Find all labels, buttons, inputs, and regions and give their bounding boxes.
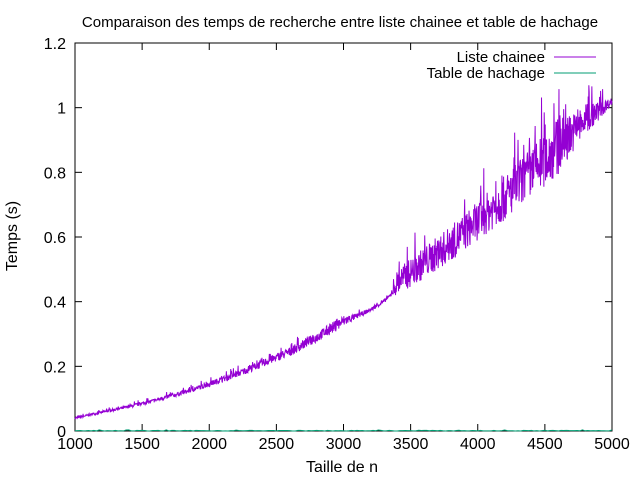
plot-border bbox=[74, 42, 613, 432]
x-tick-label: 4000 bbox=[460, 436, 496, 453]
y-tick-label: 0.2 bbox=[44, 359, 66, 376]
x-tick-label: 1000 bbox=[57, 436, 93, 453]
legend-label: Table de hachage bbox=[427, 65, 545, 82]
y-axis-title: Temps (s) bbox=[4, 201, 21, 271]
x-tick-label: 2500 bbox=[259, 436, 295, 453]
y-tick-label: 0.6 bbox=[44, 230, 66, 247]
x-axis: 1000 1500 2000 2500 3000 3500 4000 4500 5000 bbox=[57, 43, 630, 453]
y-tick-label: 1 bbox=[57, 101, 66, 118]
y-axis: 0 0.2 0.4 0.6 0.8 1 1.2 bbox=[44, 36, 612, 441]
x-tick-label: 3500 bbox=[393, 436, 429, 453]
series-layer bbox=[74, 85, 613, 432]
x-tick-label: 2000 bbox=[191, 436, 227, 453]
x-tick-label: 5000 bbox=[594, 436, 630, 453]
legend-label: Liste chainee bbox=[457, 49, 545, 66]
y-tick-label: 0.4 bbox=[44, 295, 66, 312]
x-tick-label: 4500 bbox=[527, 436, 563, 453]
y-tick-label: 0.8 bbox=[44, 165, 66, 182]
series-line-1 bbox=[74, 85, 613, 420]
series-line-2 bbox=[74, 429, 613, 432]
y-tick-label: 0 bbox=[57, 424, 66, 441]
plot-frame bbox=[74, 42, 613, 432]
x-tick-label: 1500 bbox=[124, 436, 160, 453]
y-tick-label: 1.2 bbox=[44, 36, 66, 53]
x-tick-label: 3000 bbox=[326, 436, 362, 453]
x-axis-title: Taille de n bbox=[306, 459, 378, 476]
chart-title: Comparaison des temps de recherche entre… bbox=[82, 14, 598, 31]
